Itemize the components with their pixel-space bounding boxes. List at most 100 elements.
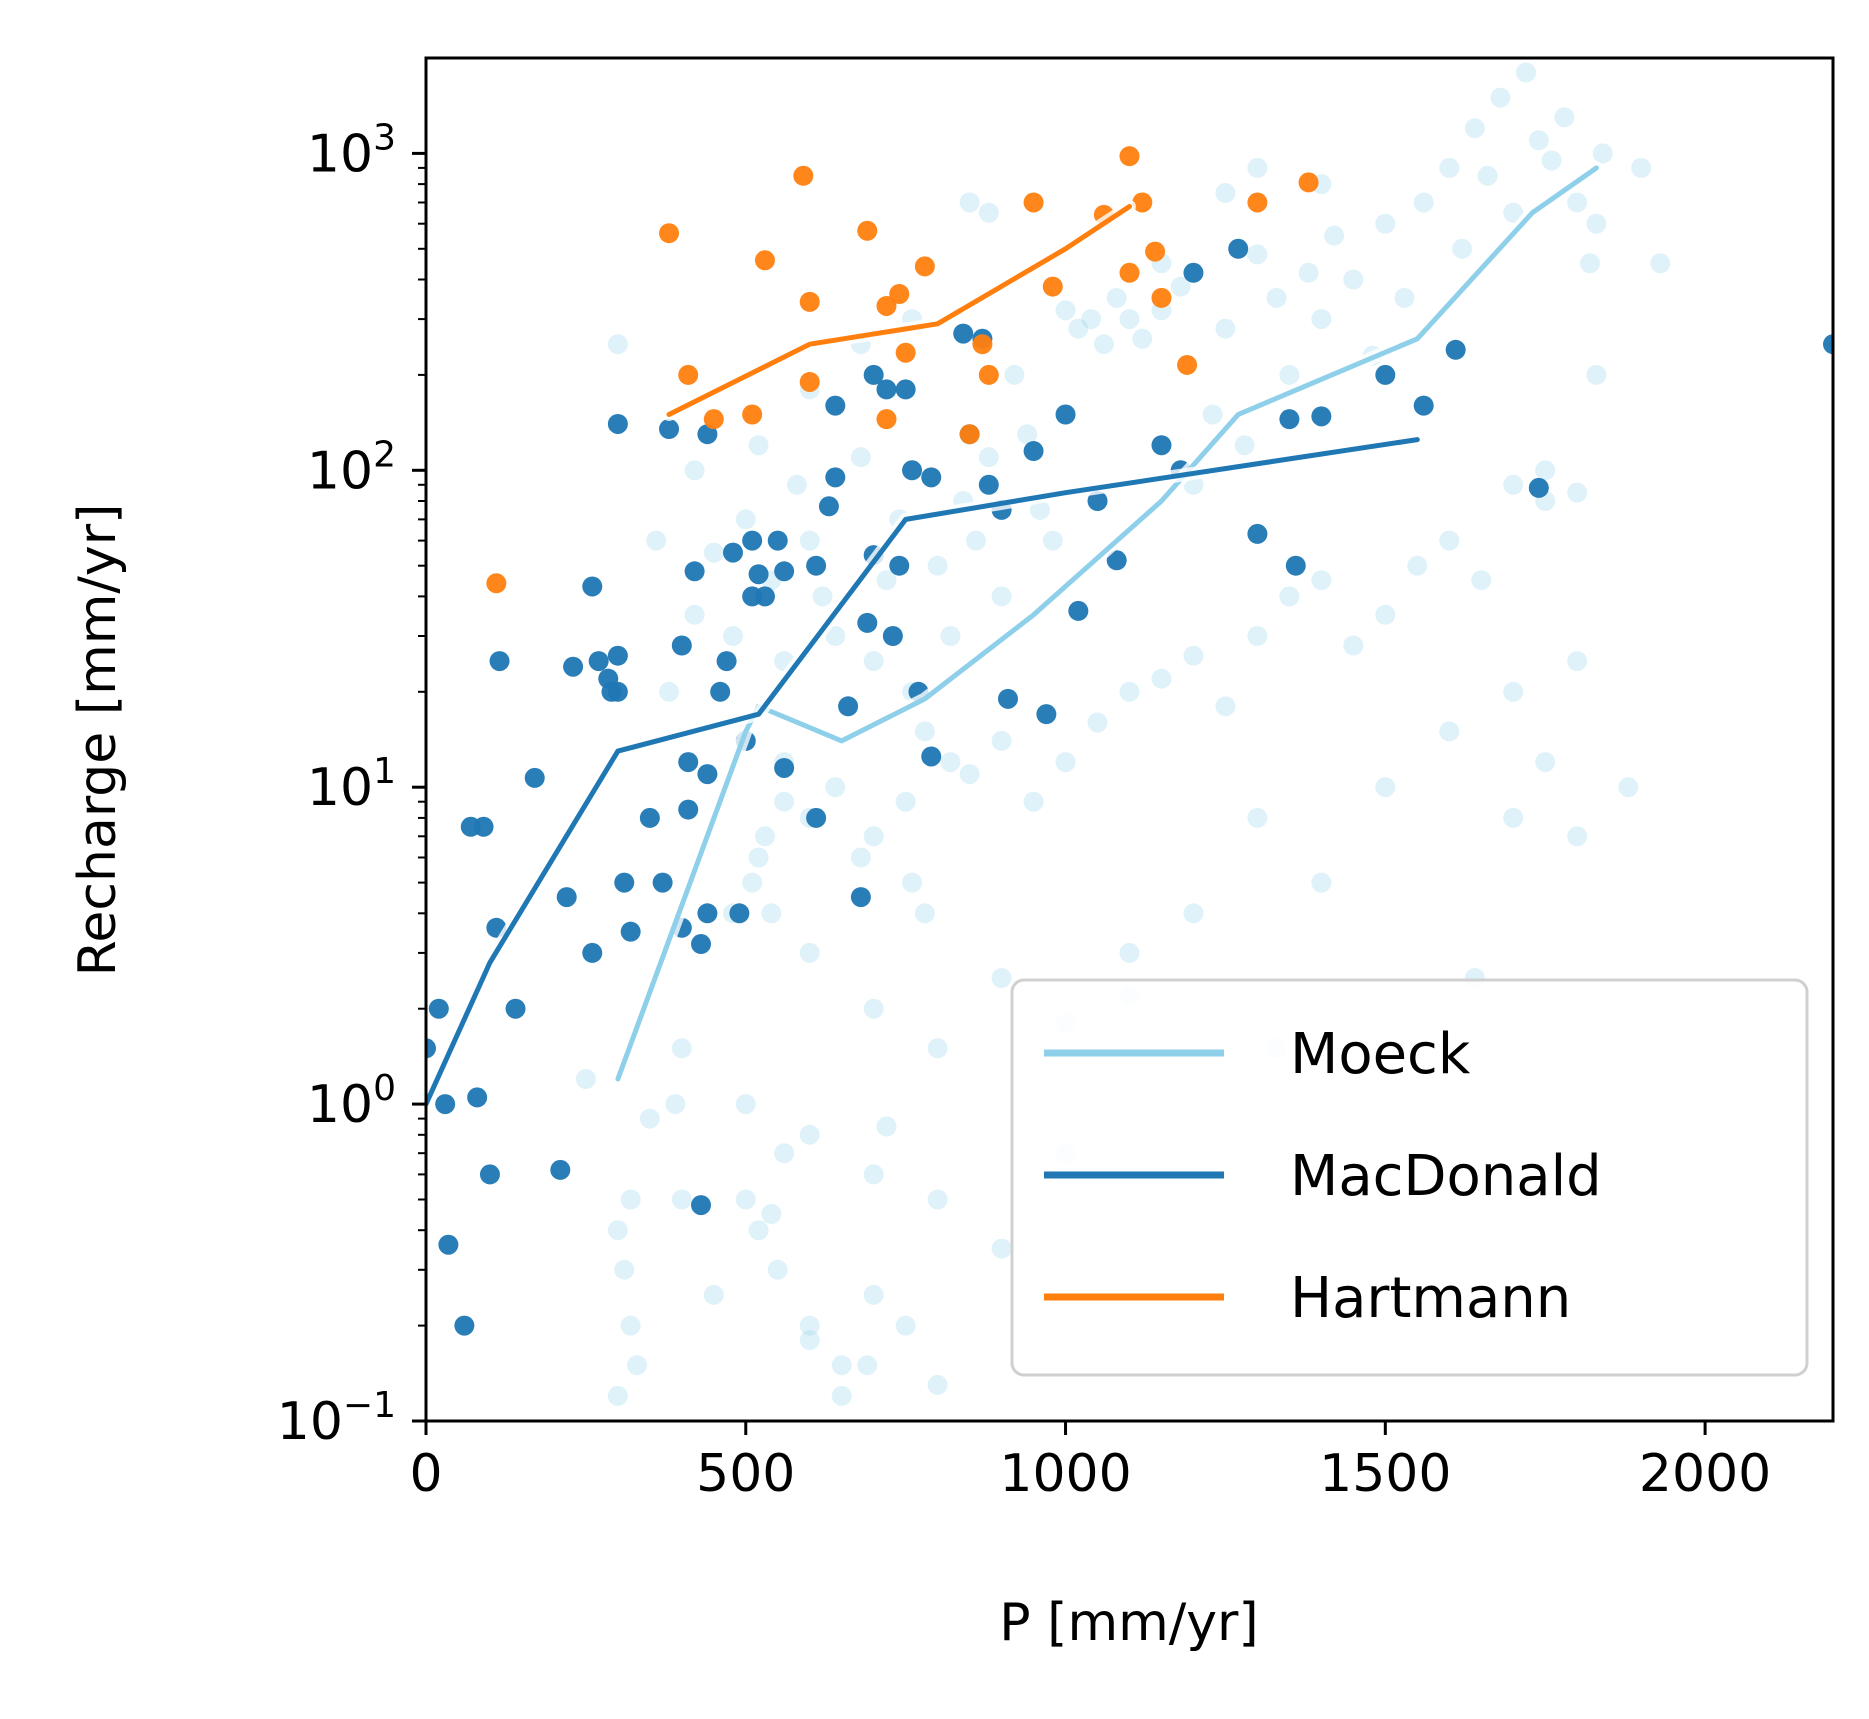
macdonald-point: [1183, 262, 1204, 283]
moeck-point: [1068, 318, 1089, 339]
macdonald-line: [426, 437, 1420, 1107]
macdonald-point: [697, 764, 718, 785]
moeck-point: [966, 530, 987, 551]
hartmann-point: [486, 573, 507, 594]
moeck-point: [1452, 238, 1473, 259]
macdonald-point: [505, 998, 526, 1019]
moeck-point: [927, 1374, 948, 1395]
hartmann-point: [1023, 192, 1044, 213]
moeck-point: [1215, 182, 1236, 203]
macdonald-point: [1528, 477, 1549, 498]
moeck-point: [1477, 165, 1498, 186]
macdonald-point: [671, 635, 692, 656]
hartmann-point: [742, 404, 763, 425]
moeck-point: [1055, 300, 1076, 321]
moeck-point: [1266, 287, 1287, 308]
moeck-point: [1119, 942, 1140, 963]
moeck-point: [1592, 143, 1613, 164]
macdonald-point: [454, 1315, 475, 1336]
macdonald-point: [1247, 523, 1268, 544]
moeck-point: [671, 1038, 692, 1059]
macdonald-point: [767, 530, 788, 551]
moeck-point: [735, 1189, 756, 1210]
macdonald-point: [428, 998, 449, 1019]
moeck-point: [748, 847, 769, 868]
moeck-point: [940, 625, 961, 646]
moeck-point: [1183, 903, 1204, 924]
moeck-point: [825, 625, 846, 646]
macdonald-point: [857, 612, 878, 633]
macdonald-point: [678, 752, 699, 773]
moeck-point: [863, 1284, 884, 1305]
moeck-point: [1375, 213, 1396, 234]
moeck-point: [831, 1355, 852, 1376]
moeck-point: [1081, 309, 1102, 330]
moeck-point: [1247, 157, 1268, 178]
moeck-point: [748, 1220, 769, 1241]
y-axis-label: Recharge [mm/yr]: [68, 504, 128, 977]
moeck-point: [1298, 262, 1319, 283]
legend-box: [1010, 978, 1809, 1377]
moeck-point: [1535, 460, 1556, 481]
macdonald-point: [1055, 404, 1076, 425]
moeck-point: [799, 942, 820, 963]
x-tick-label: 2000: [1639, 1444, 1771, 1504]
macdonald-point: [691, 934, 712, 955]
macdonald-point: [473, 816, 494, 837]
macdonald-point: [902, 460, 923, 481]
hartmann-point: [876, 409, 897, 430]
macdonald-point: [607, 413, 628, 434]
moeck-point: [735, 1094, 756, 1115]
x-tick-label: 0: [409, 1444, 442, 1504]
macdonald-point: [921, 467, 942, 488]
moeck-point: [786, 474, 807, 495]
macdonald-point: [620, 921, 641, 942]
macdonald-point: [1228, 238, 1249, 259]
moeck-point: [1119, 681, 1140, 702]
hartmann-point: [799, 291, 820, 312]
series-layer: [426, 62, 1833, 1406]
macdonald-point: [607, 645, 628, 666]
moeck-point: [1528, 130, 1549, 151]
macdonald-point: [691, 1195, 712, 1216]
moeck-point: [927, 555, 948, 576]
hartmann-point: [1132, 192, 1153, 213]
moeck-point: [863, 998, 884, 1019]
moeck-point: [639, 1108, 660, 1129]
moeck-point: [1464, 118, 1485, 139]
macdonald-point: [678, 799, 699, 820]
hartmann-line: [666, 204, 1132, 417]
moeck-point: [1324, 225, 1345, 246]
moeck-point: [684, 604, 705, 625]
moeck-point: [774, 1143, 795, 1164]
macdonald-point: [729, 903, 750, 924]
macdonald-point: [479, 1164, 500, 1185]
hartmann-point: [972, 334, 993, 355]
moeck-point: [1535, 752, 1556, 773]
moeck-point: [1247, 625, 1268, 646]
moeck-point: [1311, 570, 1332, 591]
moeck-point: [684, 460, 705, 481]
moeck-point: [754, 826, 775, 847]
moeck-point: [1023, 791, 1044, 812]
moeck-point: [614, 1259, 635, 1280]
macdonald-point: [1311, 406, 1332, 427]
moeck-point: [1567, 826, 1588, 847]
moeck-point: [1202, 404, 1223, 425]
moeck-point: [1375, 777, 1396, 798]
moeck-point: [1151, 668, 1172, 689]
moeck-point: [850, 847, 871, 868]
moeck-point: [1279, 586, 1300, 607]
moeck-point: [1554, 107, 1575, 128]
moeck-point: [1247, 807, 1268, 828]
moeck-point: [863, 1164, 884, 1185]
moeck-point: [742, 872, 763, 893]
macdonald-point: [889, 555, 910, 576]
macdonald-point: [607, 681, 628, 702]
moeck-point: [761, 903, 782, 924]
moeck-point: [825, 777, 846, 798]
hartmann-point: [959, 424, 980, 445]
macdonald-point: [435, 1094, 456, 1115]
